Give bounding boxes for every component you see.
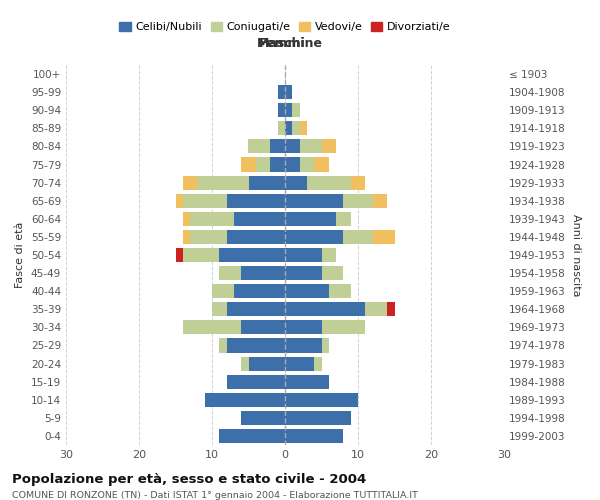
Bar (285, 85, 292, 99)
Bar (248, 176, 285, 190)
Bar (190, 230, 227, 244)
Bar (212, 302, 227, 316)
Bar (183, 212, 190, 226)
Bar (285, 212, 336, 226)
Bar (322, 266, 343, 280)
Bar (285, 122, 292, 136)
Y-axis label: Fasce di età: Fasce di età (16, 222, 25, 288)
Bar (343, 194, 373, 208)
Bar (285, 356, 314, 370)
Bar (336, 212, 351, 226)
Bar (299, 122, 307, 136)
Bar (241, 266, 285, 280)
Bar (241, 158, 256, 172)
Bar (322, 338, 329, 352)
Bar (285, 140, 299, 153)
Bar (183, 194, 227, 208)
Bar (322, 320, 365, 334)
Bar (278, 85, 285, 99)
Bar (292, 122, 299, 136)
Y-axis label: Anni di nascita: Anni di nascita (571, 214, 581, 296)
Bar (307, 176, 350, 190)
Bar (285, 103, 292, 118)
Bar (176, 248, 183, 262)
Bar (373, 194, 387, 208)
Bar (205, 392, 285, 407)
Text: COMUNE DI RONZONE (TN) - Dati ISTAT 1° gennaio 2004 - Elaborazione TUTTITALIA.IT: COMUNE DI RONZONE (TN) - Dati ISTAT 1° g… (12, 491, 418, 500)
Legend: Celibi/Nubili, Coniugati/e, Vedovi/e, Divorziati/e: Celibi/Nubili, Coniugati/e, Vedovi/e, Di… (115, 18, 455, 36)
Bar (197, 176, 248, 190)
Bar (227, 194, 285, 208)
Bar (285, 266, 322, 280)
Bar (220, 338, 227, 352)
Bar (220, 429, 285, 443)
Bar (285, 248, 322, 262)
Bar (234, 212, 285, 226)
Bar (256, 158, 271, 172)
Bar (241, 356, 248, 370)
Bar (285, 158, 299, 172)
Bar (285, 230, 343, 244)
Bar (285, 411, 350, 425)
Bar (227, 338, 285, 352)
Text: Femmine: Femmine (259, 37, 322, 50)
Bar (285, 338, 322, 352)
Bar (183, 230, 190, 244)
Bar (241, 411, 285, 425)
Bar (343, 230, 373, 244)
Bar (285, 284, 329, 298)
Bar (322, 248, 336, 262)
Bar (212, 284, 234, 298)
Bar (248, 356, 285, 370)
Bar (299, 140, 322, 153)
Bar (285, 429, 343, 443)
Bar (314, 158, 329, 172)
Bar (271, 140, 285, 153)
Bar (373, 230, 395, 244)
Bar (365, 302, 387, 316)
Bar (329, 284, 350, 298)
Bar (387, 302, 395, 316)
Text: Maschi: Maschi (257, 37, 305, 50)
Bar (227, 302, 285, 316)
Text: Popolazione per età, sesso e stato civile - 2004: Popolazione per età, sesso e stato civil… (12, 472, 366, 486)
Bar (190, 212, 234, 226)
Bar (183, 248, 220, 262)
Bar (278, 103, 285, 118)
Bar (183, 176, 197, 190)
Bar (350, 176, 365, 190)
Bar (227, 374, 285, 388)
Bar (227, 230, 285, 244)
Bar (241, 320, 285, 334)
Bar (314, 356, 322, 370)
Bar (299, 158, 314, 172)
Bar (322, 140, 336, 153)
Bar (234, 284, 285, 298)
Bar (285, 194, 343, 208)
Bar (278, 122, 285, 136)
Bar (292, 103, 299, 118)
Bar (176, 194, 183, 208)
Bar (285, 176, 307, 190)
Bar (220, 248, 285, 262)
Bar (183, 320, 241, 334)
Bar (285, 392, 358, 407)
Bar (285, 320, 322, 334)
Bar (220, 266, 241, 280)
Bar (285, 374, 329, 388)
Bar (285, 302, 365, 316)
Bar (271, 158, 285, 172)
Bar (248, 140, 271, 153)
